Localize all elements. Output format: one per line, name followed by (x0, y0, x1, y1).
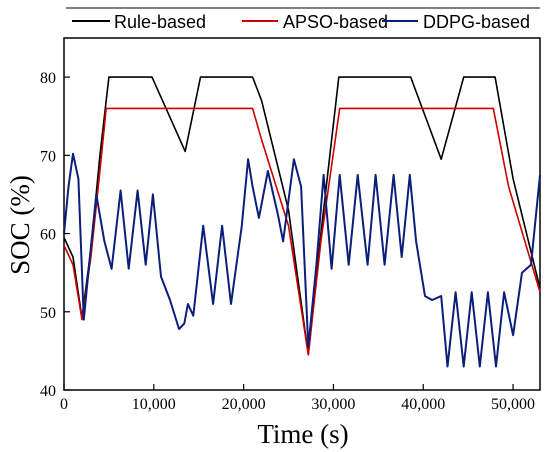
legend-label-rule-based: Rule-based (114, 12, 206, 32)
x-tick-label: 30,000 (311, 396, 355, 413)
x-tick-label: 10,000 (132, 396, 176, 413)
y-tick-label: 50 (40, 305, 56, 322)
x-axis-title: Time (s) (257, 419, 348, 449)
x-tick-label: 0 (60, 396, 68, 413)
y-axis-ticks: 40 50 60 70 80 (40, 70, 70, 400)
y-tick-label: 70 (40, 148, 56, 165)
y-axis-title: SOC (%) (5, 175, 35, 275)
legend-label-ddpg-based: DDPG-based (423, 12, 530, 32)
x-axis-ticks: 0 10,000 20,000 30,000 40,000 50,000 (60, 384, 535, 413)
x-tick-label: 40,000 (401, 396, 445, 413)
x-tick-label: 20,000 (222, 396, 266, 413)
series-line-ddpg-based (63, 152, 541, 368)
legend: Rule-based APSO-based DDPG-based (66, 7, 540, 32)
legend-item-rule-based: Rule-based (72, 12, 206, 32)
y-tick-label: 60 (40, 227, 56, 244)
plot-area-frame (63, 37, 541, 391)
y-tick-label: 40 (40, 383, 56, 400)
series-layer (63, 76, 541, 368)
y-tick-label: 80 (40, 70, 56, 87)
x-tick-label: 50,000 (491, 396, 535, 413)
legend-item-apso-based: APSO-based (242, 12, 388, 32)
legend-label-apso-based: APSO-based (283, 12, 388, 32)
legend-item-ddpg-based: DDPG-based (382, 12, 530, 32)
